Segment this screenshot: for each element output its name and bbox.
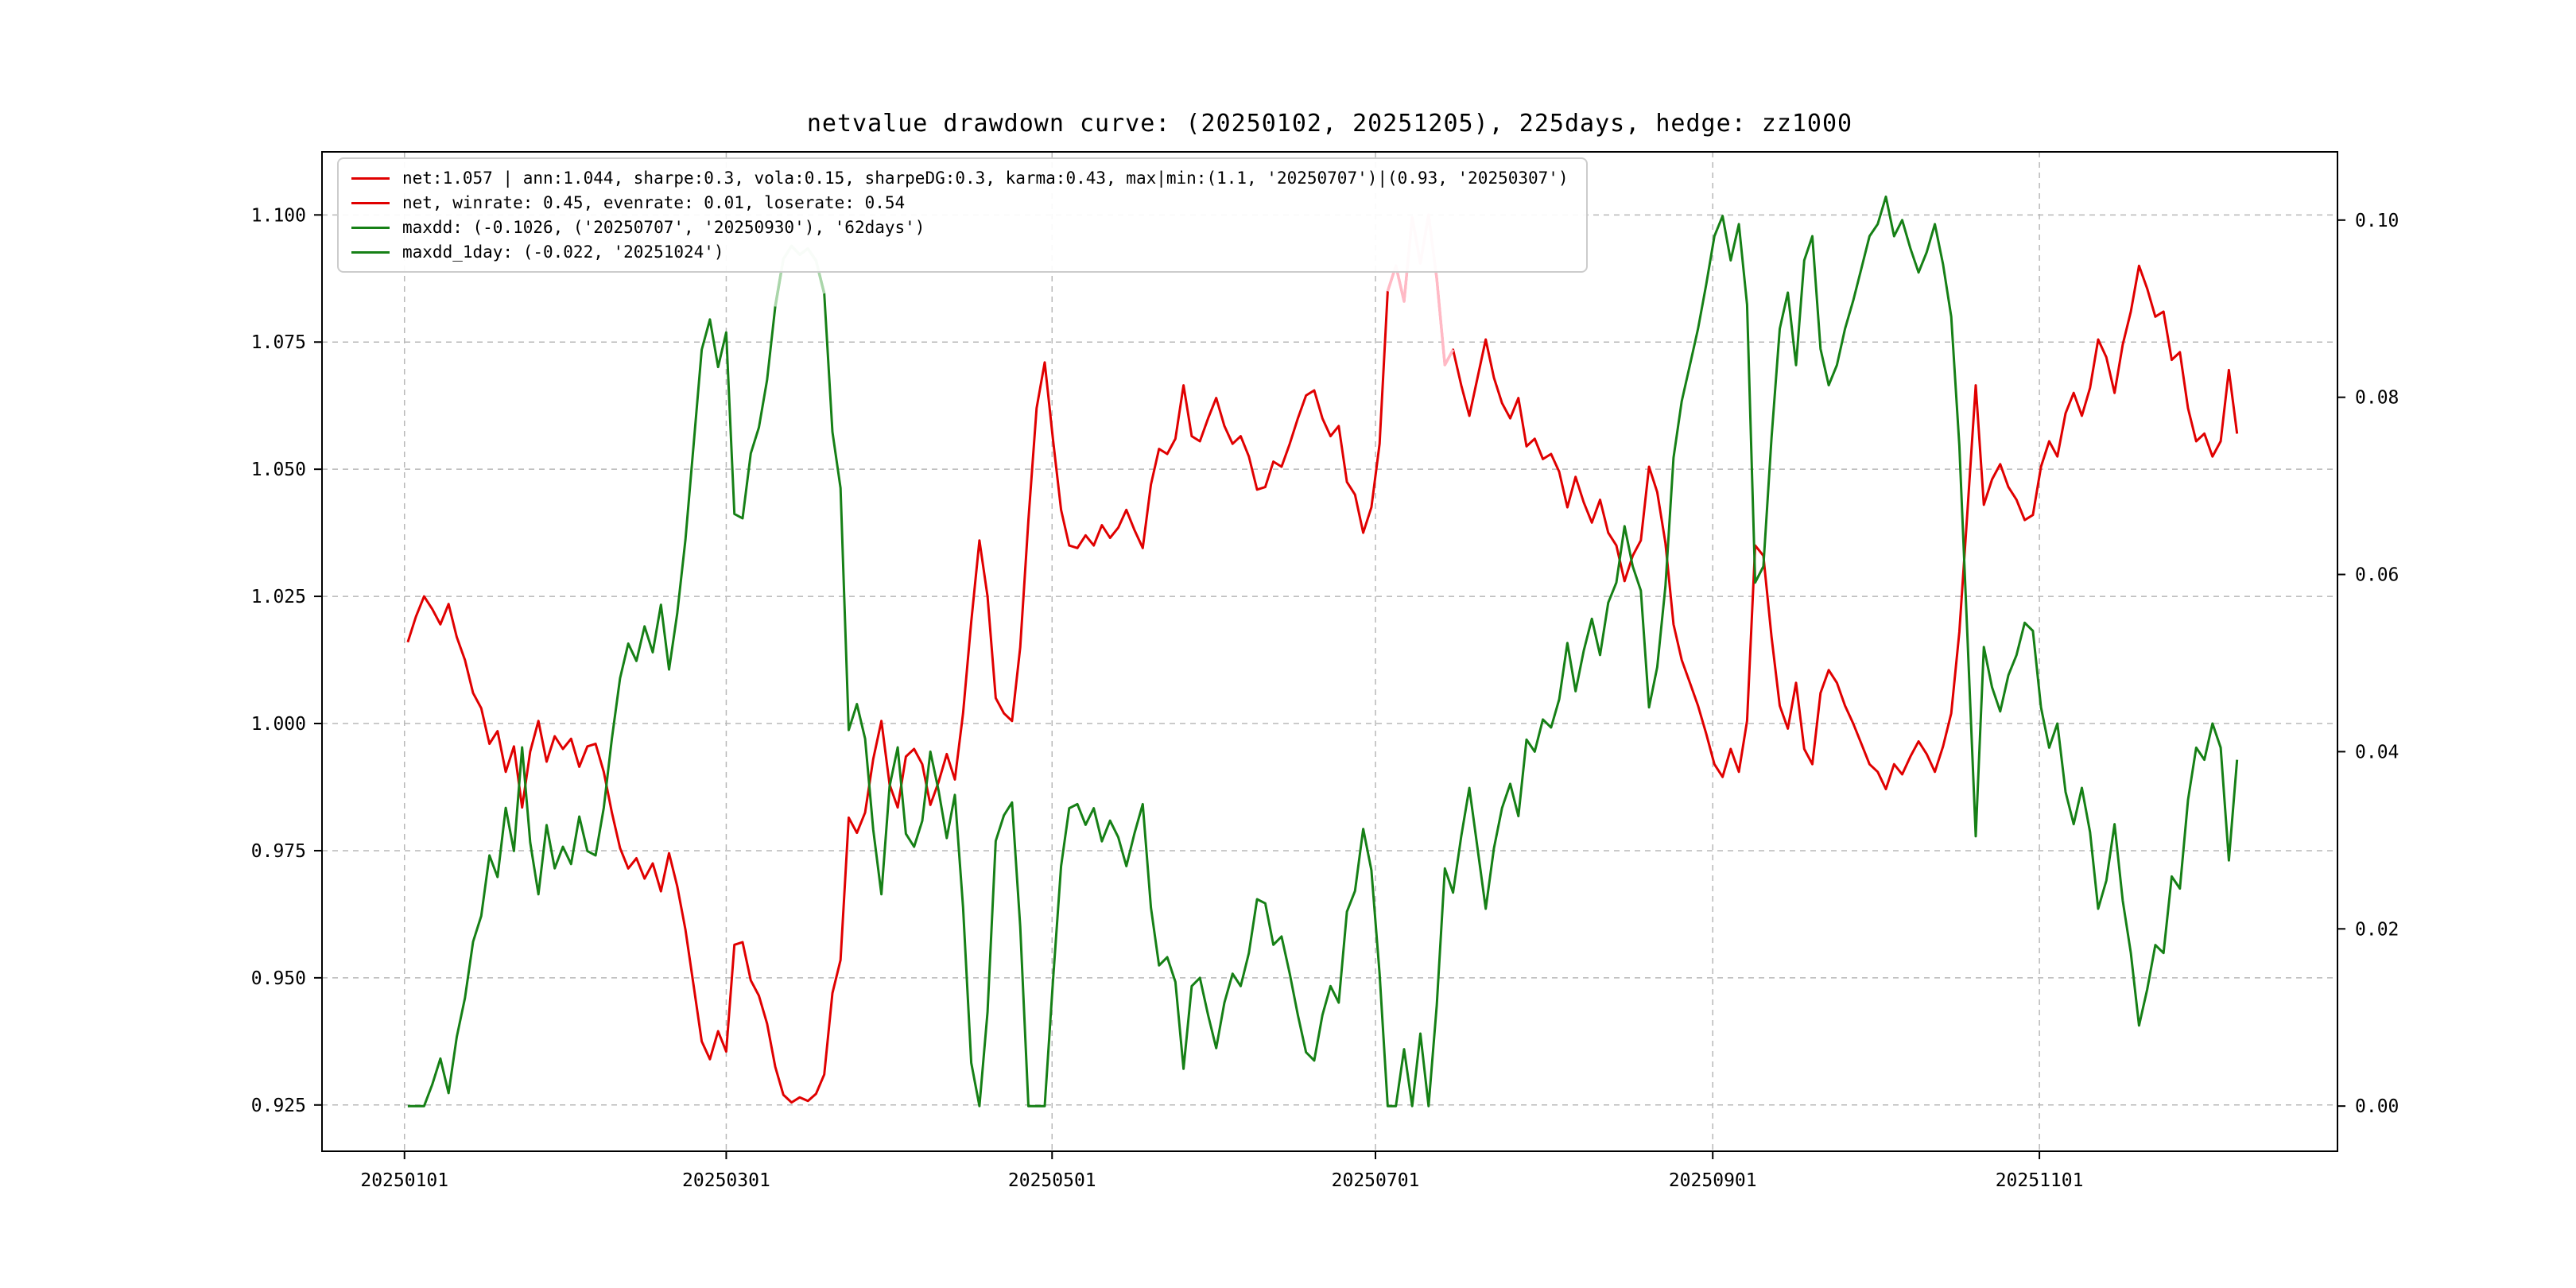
x-tick-label: 20250301 [682,1170,770,1191]
legend-item: net, winrate: 0.45, evenrate: 0.01, lose… [351,193,1569,212]
legend-item: net:1.057 | ann:1.044, sharpe:0.3, vola:… [351,169,1569,188]
legend-label: net, winrate: 0.45, evenrate: 0.01, lose… [402,193,906,212]
x-tick-label: 20250101 [360,1170,448,1191]
x-tick-label: 20251101 [1996,1170,2084,1191]
left-tick-label: 0.950 [251,968,306,989]
left-tick-label: 1.000 [251,714,306,735]
right-tick-label: 0.00 [2355,1096,2399,1117]
drawdown-curve [407,195,2239,1108]
legend-label: maxdd: (-0.1026, ('20250707', '20250930'… [402,218,925,237]
legend-item: maxdd: (-0.1026, ('20250707', '20250930'… [351,218,1569,237]
left-tick-label: 1.050 [251,460,306,480]
left-tick-label: 1.075 [251,332,306,353]
legend-swatch-line-icon [351,250,390,254]
left-tick-label: 0.925 [251,1096,306,1116]
legend-item: maxdd_1day: (-0.022, '20251024') [351,242,1569,262]
right-tick-label: 0.08 [2355,388,2399,409]
right-tick-label: 0.02 [2355,919,2399,940]
right-tick-label: 0.04 [2355,742,2399,762]
legend-label: maxdd_1day: (-0.022, '20251024') [402,242,724,262]
legend-swatch-line-icon [351,201,390,204]
left-tick-label: 0.975 [251,841,306,862]
left-tick-label: 1.025 [251,587,306,607]
legend-swatch-line-icon [351,177,390,180]
right-tick-label: 0.10 [2355,211,2399,231]
right-tick-label: 0.06 [2355,565,2399,586]
legend: net:1.057 | ann:1.044, sharpe:0.3, vola:… [337,157,1588,273]
x-tick-label: 20250901 [1669,1170,1757,1191]
x-tick-label: 20250501 [1008,1170,1096,1191]
left-tick-label: 1.100 [251,205,306,226]
legend-label: net:1.057 | ann:1.044, sharpe:0.3, vola:… [402,169,1569,188]
x-tick-label: 20250701 [1332,1170,1420,1191]
legend-swatch-line-icon [351,226,390,229]
chart-title: netvalue drawdown curve: (20250102, 2025… [806,110,1853,138]
plot-frame [321,151,2338,1152]
net-curve [406,213,2239,1104]
